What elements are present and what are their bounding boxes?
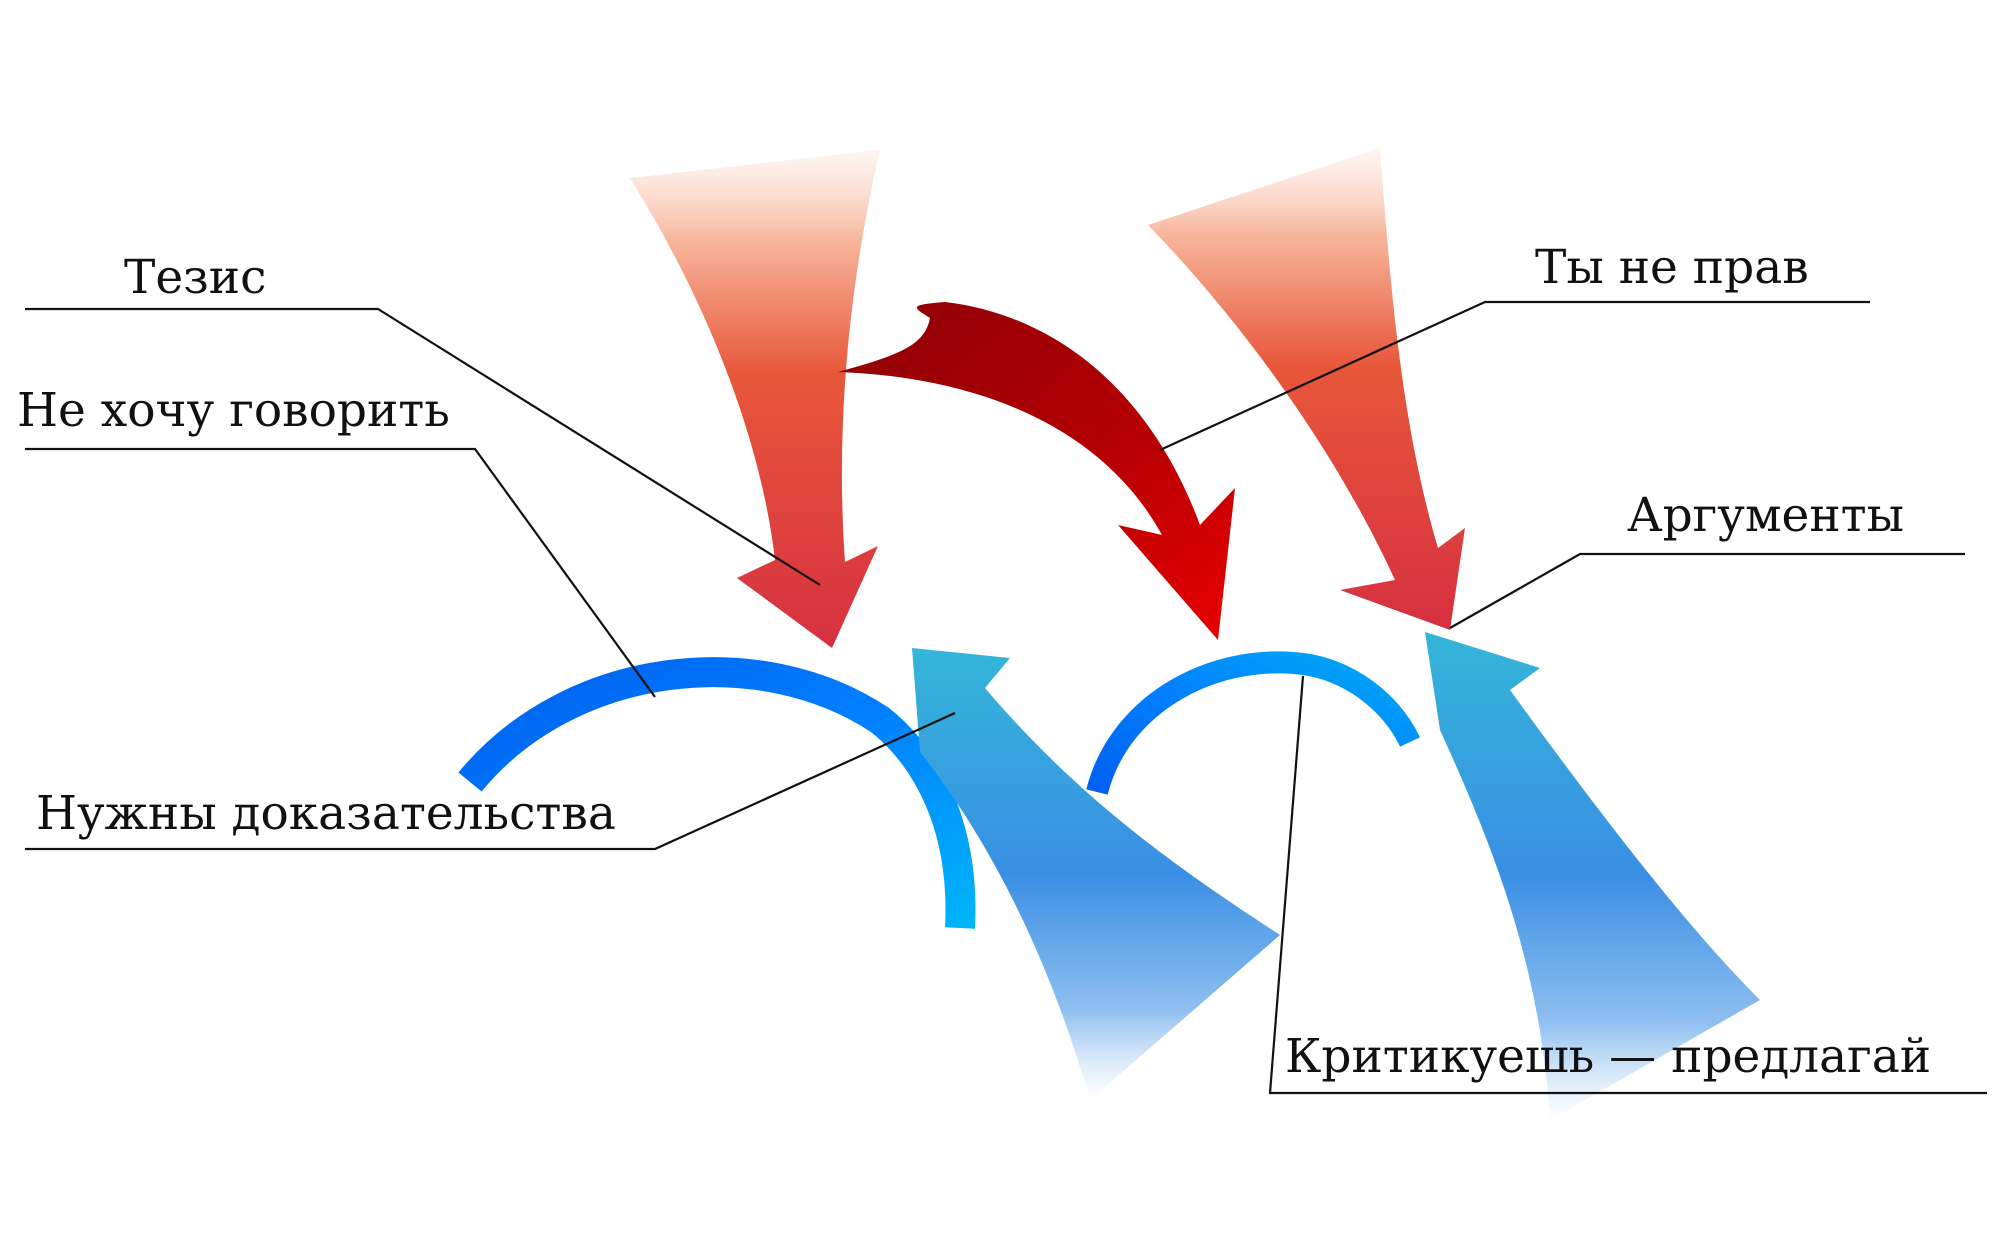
label-need-proof: Нужны доказательства bbox=[36, 786, 616, 841]
leader-line-criticize bbox=[1268, 675, 1987, 1095]
leader-line-you-are-wrong bbox=[1159, 300, 1870, 452]
label-dont-want: Не хочу говорить bbox=[17, 383, 450, 438]
leader-line-arguments bbox=[1449, 552, 1965, 629]
dark-red-curved-arrow bbox=[838, 302, 1235, 640]
leader-line-thesis bbox=[25, 307, 821, 586]
label-you-are-wrong: Ты не прав bbox=[1535, 240, 1809, 295]
blue-arc-right bbox=[1086, 651, 1420, 795]
blue-arrow-left bbox=[912, 648, 1280, 1100]
label-arguments: Аргументы bbox=[1627, 488, 1905, 543]
blue-arc-left bbox=[458, 657, 976, 929]
leader-lines bbox=[25, 300, 1987, 1095]
blue-arrow-right bbox=[1425, 632, 1760, 1120]
label-criticize: Критикуешь — предлагай bbox=[1285, 1029, 1932, 1084]
red-arrow-right bbox=[1148, 148, 1465, 630]
red-arrow-left bbox=[630, 150, 880, 648]
label-thesis: Тезис bbox=[124, 250, 267, 305]
leader-line-need-proof bbox=[25, 711, 956, 851]
leader-line-dont-want bbox=[25, 447, 656, 698]
